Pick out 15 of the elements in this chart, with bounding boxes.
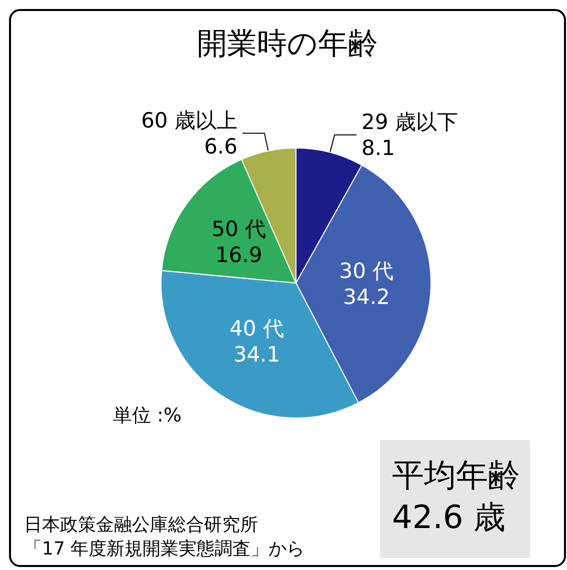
text: 「17 年度新規開業実態調査」から <box>24 538 305 560</box>
data-label: 6.6 <box>204 134 238 158</box>
data-label: 34.2 <box>343 285 390 309</box>
data-label: 34.1 <box>233 342 280 367</box>
chart-title: 開業時の年齢 <box>197 26 378 62</box>
text: 単位 :% <box>113 404 182 426</box>
slice-label: 30 代 <box>339 259 394 283</box>
text: 平均年齢 42.6 歳 <box>392 456 520 536</box>
data-label: 16.9 <box>215 242 262 267</box>
text: 日本政策金融公庫総合研究所 <box>24 514 258 536</box>
slice-label: 29 歳以下 <box>362 110 458 134</box>
slice-label: 50 代 <box>212 216 266 241</box>
data-label: 8.1 <box>362 136 395 160</box>
slice-label: 40 代 <box>230 316 284 341</box>
slice-label: 60 歳以上 <box>141 108 238 132</box>
